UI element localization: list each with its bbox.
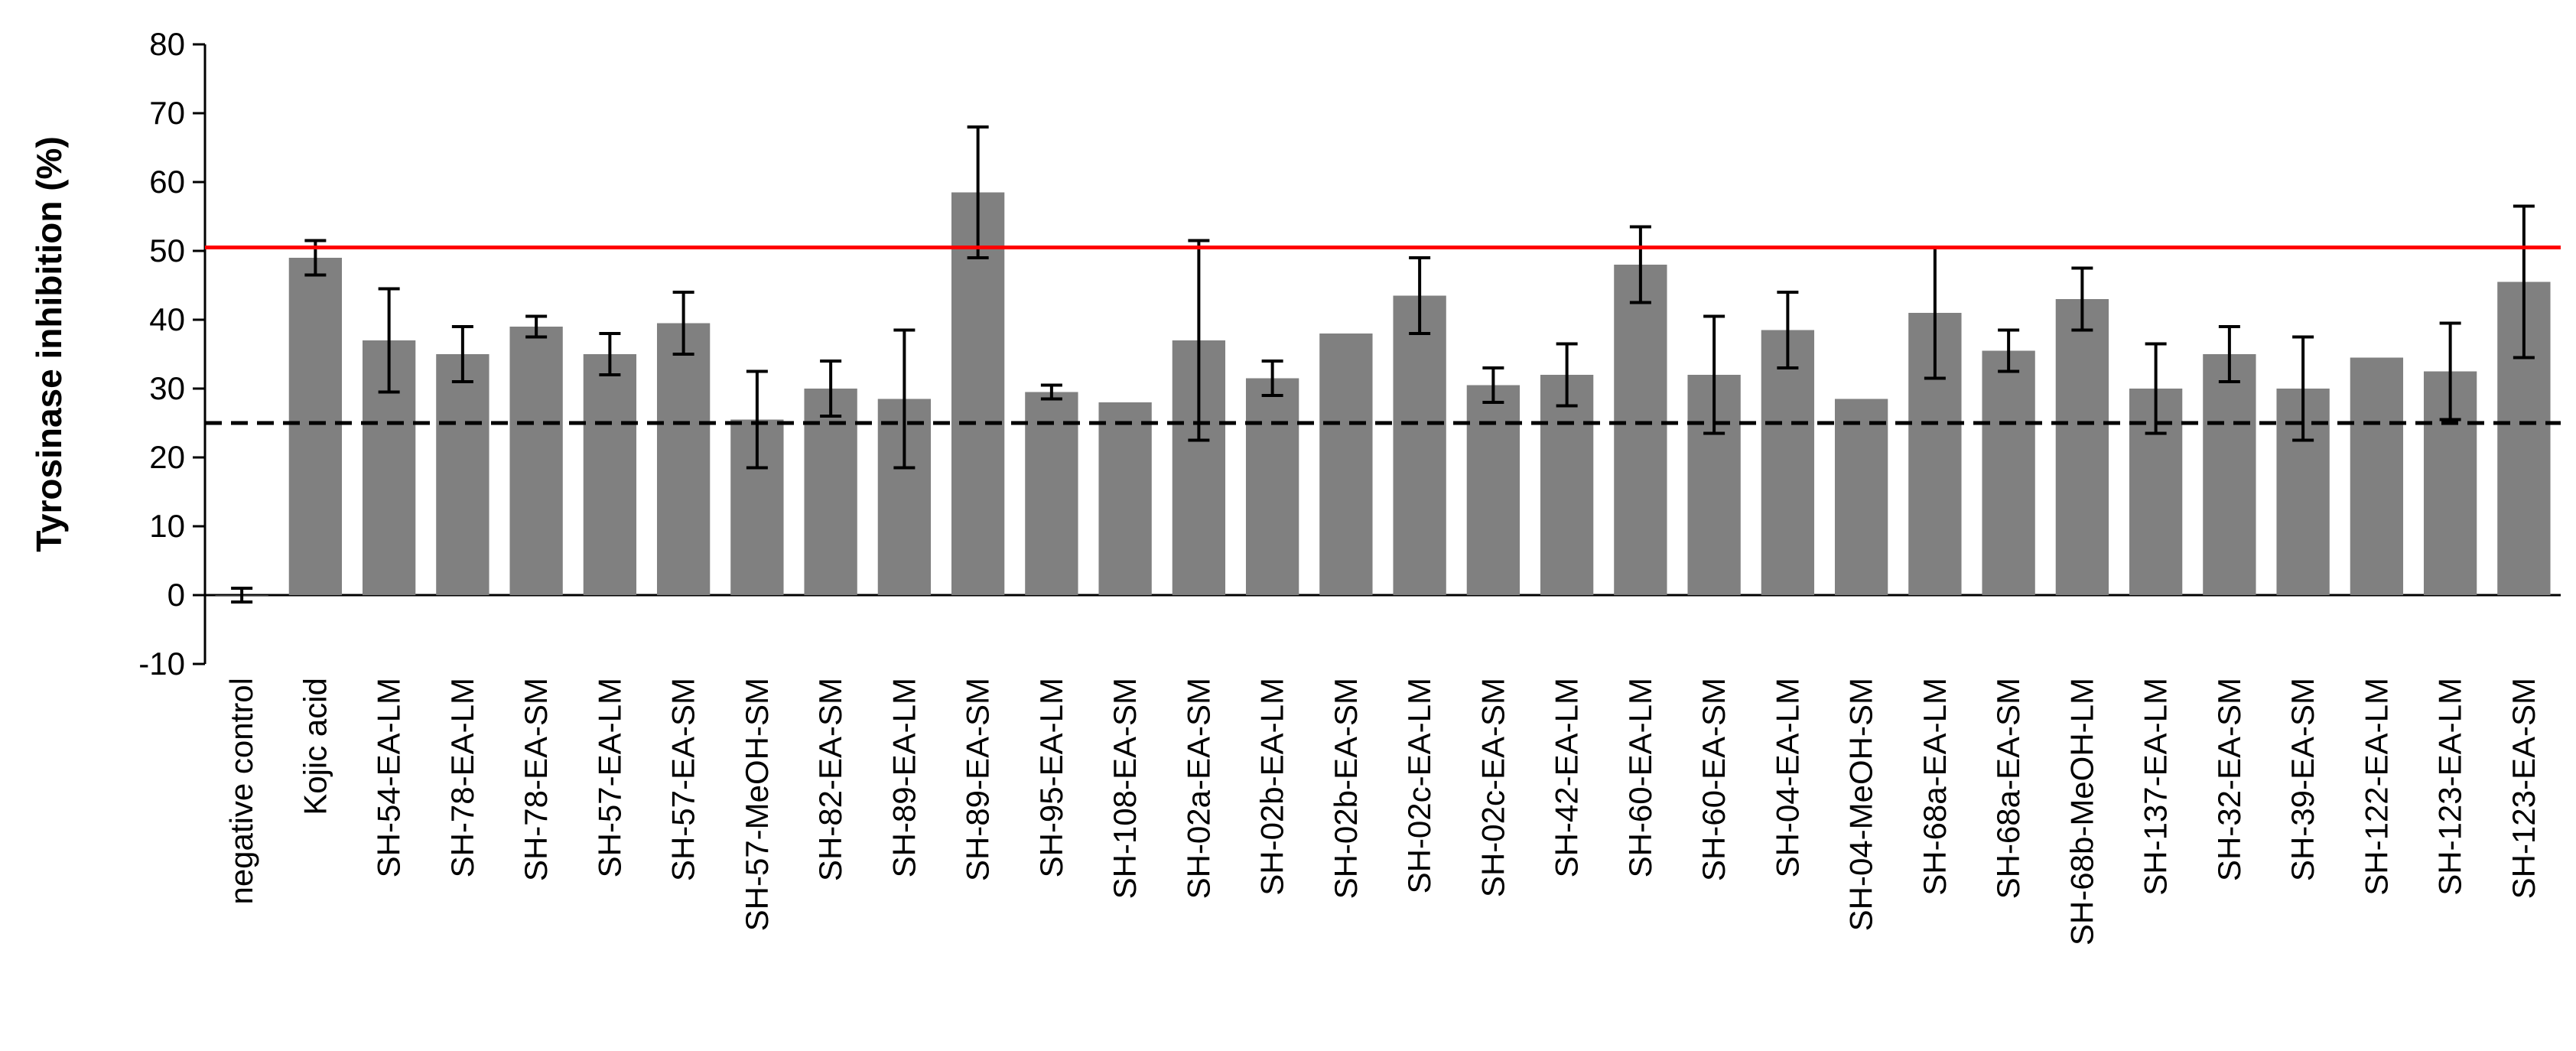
category-label: SH-108-EA-SM	[1107, 678, 1143, 899]
category-label: SH-68a-EA-LM	[1917, 678, 1953, 896]
y-tick-label: 60	[149, 164, 185, 200]
category-label: SH-60-EA-SM	[1696, 678, 1732, 881]
category-label: negative control	[223, 678, 259, 905]
category-label: SH-137-EA-LM	[2138, 678, 2174, 896]
bar	[2203, 354, 2256, 595]
bar	[1393, 295, 1446, 595]
bar	[288, 258, 343, 595]
bar	[804, 389, 857, 595]
y-tick-label: 10	[149, 508, 185, 544]
bar	[1614, 265, 1667, 595]
category-label: SH-54-EA-LM	[371, 678, 407, 877]
y-tick-label: 30	[149, 370, 185, 406]
category-label: SH-123-EA-LM	[2432, 678, 2468, 896]
y-tick-label: 70	[149, 95, 185, 131]
category-label: SH-02b-EA-LM	[1254, 678, 1290, 896]
category-label: SH-78-EA-LM	[444, 678, 480, 877]
category-label: SH-02c-EA-LM	[1401, 678, 1437, 893]
bar	[1982, 350, 2035, 595]
category-label: SH-57-MeOH-SM	[739, 678, 775, 931]
category-label: SH-89-EA-SM	[960, 678, 996, 881]
category-label: SH-04-MeOH-SM	[1843, 678, 1879, 931]
reference-lines	[205, 246, 2561, 425]
bar	[509, 327, 563, 595]
category-label: SH-42-EA-LM	[1549, 678, 1585, 877]
category-label: SH-02c-EA-SM	[1475, 678, 1511, 897]
category-label: SH-123-EA-SM	[2506, 678, 2542, 899]
category-label: SH-57-EA-SM	[665, 678, 701, 881]
y-tick-label: 0	[168, 577, 185, 613]
category-label: SH-39-EA-SM	[2285, 678, 2321, 881]
bar	[1025, 392, 1078, 595]
category-label: SH-57-EA-LM	[591, 678, 627, 877]
y-tick-label: 80	[149, 26, 185, 62]
category-label: SH-78-EA-SM	[518, 678, 554, 881]
category-label: SH-82-EA-SM	[812, 678, 848, 881]
bar	[1098, 402, 1152, 595]
bar	[1761, 330, 1815, 595]
category-label: SH-32-EA-SM	[2211, 678, 2247, 881]
y-tick-label: 50	[149, 233, 185, 268]
bar	[1466, 385, 1521, 595]
category-label: SH-68a-EA-SM	[1990, 678, 2026, 899]
bar	[583, 354, 637, 595]
bar	[1834, 399, 1888, 595]
y-tick-label: -10	[138, 646, 185, 682]
bar	[1319, 334, 1373, 595]
bar	[436, 354, 490, 595]
y-axis-label: Tyrosinase inhibition (%)	[29, 136, 69, 552]
category-label: SH-04-EA-LM	[1769, 678, 1805, 877]
bar	[1245, 378, 1299, 595]
category-label: SH-68b-MeOH-LM	[2064, 678, 2100, 945]
category-label: SH-60-EA-LM	[1622, 678, 1658, 877]
category-label: SH-122-EA-LM	[2358, 678, 2394, 896]
bar	[656, 323, 711, 595]
y-tick-label: 20	[149, 439, 185, 475]
category-label: Kojic acid	[297, 678, 333, 815]
bar	[2350, 357, 2404, 595]
category-label: SH-95-EA-LM	[1033, 678, 1069, 877]
error-bars	[231, 125, 2535, 604]
y-tick-label: 40	[149, 301, 185, 337]
bar	[1540, 375, 1594, 595]
bar	[951, 192, 1005, 595]
category-labels: negative control Kojic acid SH-54-EA-LM SH-…	[223, 678, 2542, 945]
y-ticks: -10 0 10 20 30 40 50 60 70 80	[138, 26, 205, 682]
bars	[215, 192, 2551, 596]
category-label: SH-02b-EA-SM	[1328, 678, 1364, 899]
category-label: SH-02a-EA-SM	[1180, 678, 1216, 899]
bar	[2055, 299, 2109, 595]
category-label: SH-89-EA-LM	[886, 678, 922, 877]
